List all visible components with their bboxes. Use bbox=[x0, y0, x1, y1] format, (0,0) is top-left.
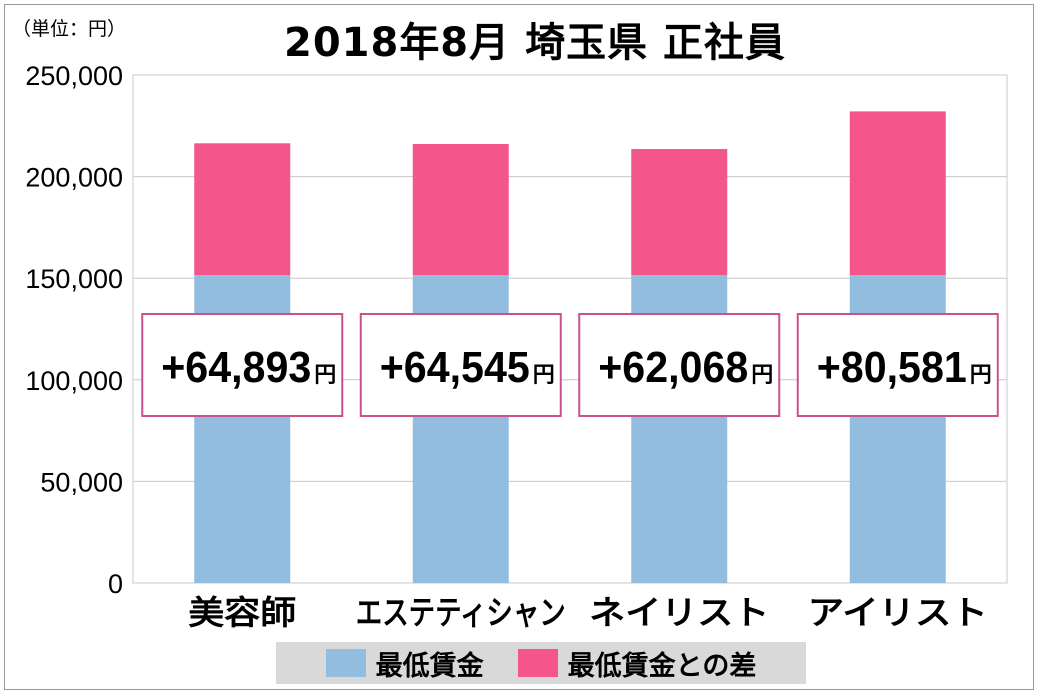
data-label-unit: 円 bbox=[314, 363, 336, 388]
x-category-label: エステティシャン bbox=[356, 593, 566, 632]
data-label-box bbox=[796, 313, 999, 417]
legend-item-min-wage: 最低賃金 bbox=[325, 644, 484, 683]
y-tick-label: 0 bbox=[108, 569, 123, 599]
data-label-unit: 円 bbox=[751, 363, 773, 388]
legend-label-difference: 最低賃金との差 bbox=[567, 650, 757, 682]
unit-label: （単位：円） bbox=[12, 18, 127, 40]
x-category-label: アイリスト bbox=[808, 593, 988, 632]
legend-item-difference: 最低賃金との差 bbox=[517, 644, 757, 683]
data-label-unit: 円 bbox=[970, 363, 992, 388]
data-label-value: +64,545 bbox=[380, 343, 530, 392]
data-label-value: +80,581 bbox=[817, 343, 967, 392]
y-tick-label: 100,000 bbox=[25, 366, 123, 396]
bar-difference bbox=[194, 143, 291, 276]
x-category-label: 美容師 bbox=[188, 593, 296, 632]
data-label-box bbox=[141, 313, 344, 417]
data-label-unit: 円 bbox=[533, 363, 555, 388]
bar-difference bbox=[412, 143, 509, 276]
legend-swatch-difference bbox=[517, 649, 558, 677]
legend-swatch-min-wage bbox=[325, 649, 366, 677]
bar-difference bbox=[849, 111, 946, 276]
y-tick-label: 150,000 bbox=[25, 264, 123, 294]
legend: 最低賃金 最低賃金との差 bbox=[276, 642, 806, 684]
y-tick-label: 250,000 bbox=[25, 61, 123, 91]
y-tick-label: 200,000 bbox=[25, 163, 123, 193]
bar-difference bbox=[631, 149, 728, 276]
bar-chart: 0 50,000 100,000 150,000 200,000 250,000 美容師 +6… bbox=[25, 61, 1008, 632]
data-label-value: +62,068 bbox=[598, 343, 748, 392]
legend-label-min-wage: 最低賃金 bbox=[375, 650, 484, 682]
plot-area bbox=[132, 74, 1008, 584]
y-tick-label: 50,000 bbox=[40, 467, 123, 497]
data-label-value: +64,893 bbox=[161, 343, 311, 392]
chart-title: 2018年8月 埼玉県 正社員 bbox=[283, 20, 786, 66]
data-label-box bbox=[578, 313, 781, 417]
x-category-label: ネイリスト bbox=[589, 593, 769, 632]
data-label-box bbox=[359, 313, 562, 417]
